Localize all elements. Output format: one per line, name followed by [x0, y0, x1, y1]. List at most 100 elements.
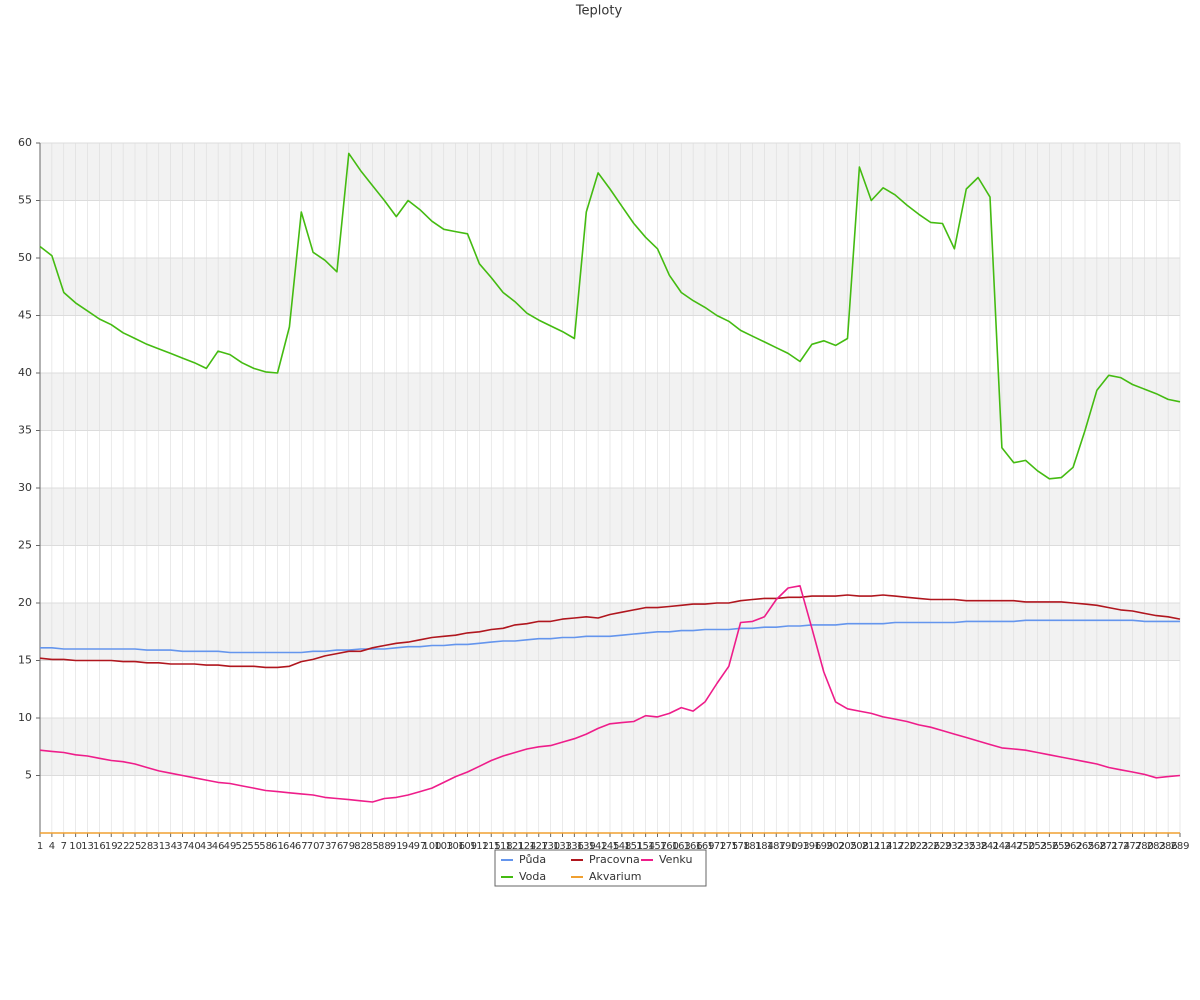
x-tick-label: 211 [862, 841, 881, 852]
x-tick-label: 202 [826, 841, 845, 852]
x-tick-label: 121 [505, 841, 524, 852]
x-tick-label: 40 [188, 841, 201, 852]
x-tick-label: 103 [434, 841, 453, 852]
x-tick-label: 16 [93, 841, 106, 852]
x-tick-label: 61 [271, 841, 284, 852]
x-tick-label: 220 [897, 841, 916, 852]
x-tick-label: 232 [945, 841, 964, 852]
x-tick-label: 79 [342, 841, 355, 852]
x-tick-label: 88 [378, 841, 391, 852]
x-tick-label: 193 [790, 841, 809, 852]
x-tick-label: 31 [152, 841, 165, 852]
x-tick-label: 190 [779, 841, 798, 852]
x-tick-label: 10 [69, 841, 82, 852]
x-tick-label: 214 [874, 841, 893, 852]
legend-label: Půda [519, 853, 546, 866]
x-tick-label: 277 [1123, 841, 1142, 852]
x-tick-label: 250 [1016, 841, 1035, 852]
x-tick-label: 82 [354, 841, 367, 852]
x-tick-label: 130 [541, 841, 560, 852]
x-tick-label: 133 [553, 841, 572, 852]
x-tick-label: 175 [719, 841, 738, 852]
y-tick-label: 10 [18, 711, 32, 724]
x-tick-label: 208 [850, 841, 869, 852]
x-tick-label: 229 [933, 841, 952, 852]
y-tick-label: 45 [18, 309, 32, 322]
x-tick-label: 73 [319, 841, 332, 852]
x-tick-label: 223 [909, 841, 928, 852]
x-tick-label: 76 [331, 841, 344, 852]
x-tick-label: 280 [1135, 841, 1154, 852]
x-tick-label: 100 [422, 841, 441, 852]
x-tick-label: 25 [129, 841, 142, 852]
series-line [39, 585, 1181, 803]
x-tick-label: 271 [1099, 841, 1118, 852]
x-tick-label: 106 [446, 841, 465, 852]
x-tick-label: 160 [660, 841, 679, 852]
x-tick-label: 253 [1028, 841, 1047, 852]
x-tick-label: 289 [1170, 841, 1189, 852]
x-tick-label: 247 [1004, 841, 1023, 852]
y-tick-label: 30 [18, 481, 32, 494]
y-tick-label: 40 [18, 366, 32, 379]
x-tick-label: 163 [672, 841, 691, 852]
x-tick-label: 4 [49, 841, 55, 852]
x-tick-label: 28 [141, 841, 154, 852]
x-tick-label: 181 [743, 841, 762, 852]
x-tick-label: 52 [236, 841, 249, 852]
x-tick-label: 241 [980, 841, 999, 852]
x-tick-label: 286 [1159, 841, 1178, 852]
x-tick-label: 127 [529, 841, 548, 852]
x-tick-label: 67 [295, 841, 308, 852]
x-tick-label: 145 [600, 841, 619, 852]
y-tick-label: 15 [18, 654, 32, 667]
y-tick-label: 20 [18, 596, 32, 609]
x-tick-label: 94 [402, 841, 415, 852]
x-tick-label: 136 [565, 841, 584, 852]
x-tick-label: 268 [1087, 841, 1106, 852]
x-tick-label: 1 [37, 841, 43, 852]
x-tick-label: 199 [814, 841, 833, 852]
x-tick-label: 97 [414, 841, 427, 852]
x-tick-label: 91 [390, 841, 403, 852]
x-tick-label: 46 [212, 841, 225, 852]
chart-title: Teploty [575, 4, 623, 19]
legend-label: Akvarium [589, 870, 641, 883]
series-line [39, 594, 1181, 669]
x-tick-label: 187 [767, 841, 786, 852]
x-tick-label: 265 [1075, 841, 1094, 852]
x-tick-label: 118 [494, 841, 513, 852]
legend-box [494, 849, 707, 887]
x-tick-label: 58 [259, 841, 272, 852]
y-tick-label: 35 [18, 424, 32, 437]
x-tick-label: 157 [648, 841, 667, 852]
x-tick-label: 262 [1064, 841, 1083, 852]
x-tick-label: 172 [707, 841, 726, 852]
x-tick-label: 142 [589, 841, 608, 852]
x-tick-label: 244 [992, 841, 1011, 852]
x-tick-label: 85 [366, 841, 379, 852]
series-line [39, 152, 1181, 480]
x-tick-label: 22 [117, 841, 130, 852]
x-tick-label: 43 [200, 841, 213, 852]
x-tick-label: 238 [969, 841, 988, 852]
x-tick-label: 148 [612, 841, 631, 852]
y-tick-label: 50 [18, 251, 32, 264]
y-tick-label: 55 [18, 194, 32, 207]
x-tick-label: 154 [636, 841, 655, 852]
x-tick-label: 226 [921, 841, 940, 852]
x-tick-label: 37 [176, 841, 189, 852]
x-tick-label: 151 [624, 841, 643, 852]
legend-label: Voda [519, 870, 546, 883]
y-tick-label: 60 [18, 136, 32, 149]
x-tick-label: 49 [224, 841, 237, 852]
x-tick-label: 124 [517, 841, 536, 852]
y-tick-label: 25 [18, 539, 32, 552]
x-tick-label: 166 [684, 841, 703, 852]
x-tick-label: 256 [1040, 841, 1059, 852]
x-tick-label: 64 [283, 841, 296, 852]
x-tick-label: 196 [802, 841, 821, 852]
x-tick-label: 205 [838, 841, 857, 852]
